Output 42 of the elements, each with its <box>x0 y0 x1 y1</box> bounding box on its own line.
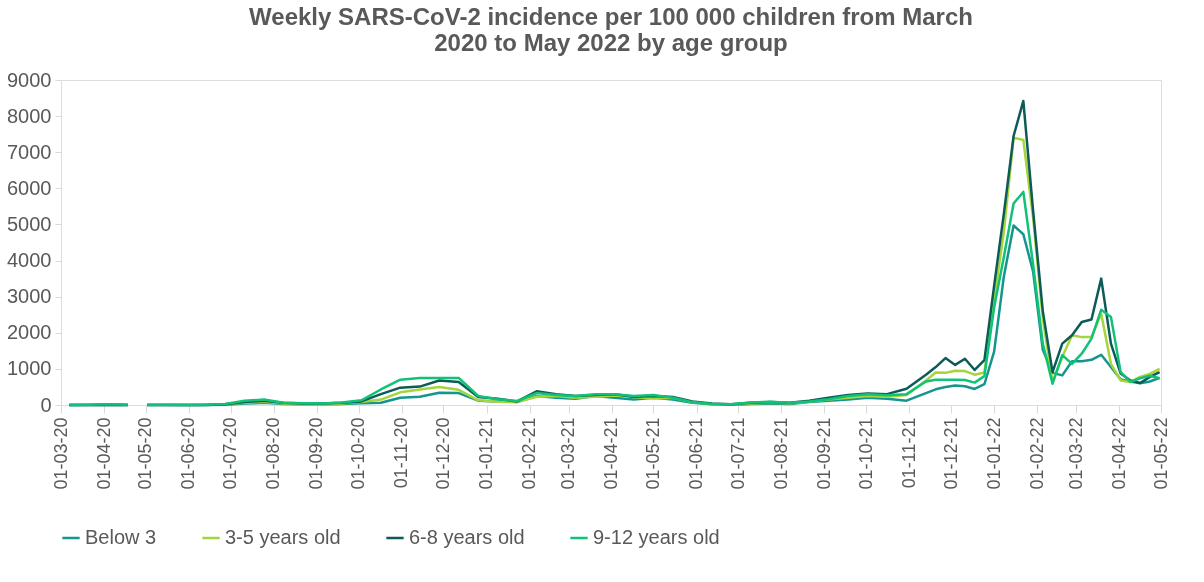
x-tick-label: 01-05-22 <box>1150 417 1171 490</box>
x-tick-label: 01-07-21 <box>727 417 748 490</box>
y-tick-label: 8000 <box>7 104 52 127</box>
legend-label: 9-12 years old <box>593 526 720 548</box>
x-tick-label: 01-02-22 <box>1026 417 1047 490</box>
y-tick-label: 1000 <box>7 357 52 380</box>
y-tick-label: 6000 <box>7 176 52 199</box>
x-tick-label: 01-06-21 <box>686 417 707 490</box>
x-tick-label: 01-11-20 <box>391 417 412 489</box>
y-tick-label: 5000 <box>7 212 52 235</box>
x-tick-label: 01-03-21 <box>558 417 579 490</box>
y-tick-label: 4000 <box>7 249 52 272</box>
y-tick-label: 7000 <box>7 140 52 163</box>
legend-label: 6-8 years old <box>409 526 525 548</box>
x-tick-label: 01-09-21 <box>813 417 834 490</box>
y-tick-label: 2000 <box>7 321 52 344</box>
x-tick-label: 01-06-20 <box>178 417 199 490</box>
x-tick-label: 01-10-21 <box>855 417 876 490</box>
x-tick-label: 01-01-21 <box>476 417 497 490</box>
legend-label: 3-5 years old <box>225 526 341 548</box>
y-tick-label: 0 <box>40 393 52 416</box>
x-tick-label: 01-10-20 <box>348 417 369 490</box>
x-tick-label: 01-09-20 <box>306 417 327 490</box>
x-tick-label: 01-04-22 <box>1108 417 1129 490</box>
x-tick-label: 01-02-21 <box>519 417 540 490</box>
x-tick-label: 01-04-20 <box>93 417 114 490</box>
y-tick-label: 9000 <box>7 68 52 91</box>
y-tick-label: 3000 <box>7 285 52 308</box>
legend-label: Below 3 <box>85 526 157 548</box>
x-tick-label: 01-05-21 <box>642 417 663 490</box>
x-tick-label: 01-01-22 <box>983 417 1004 490</box>
x-tick-label: 01-08-21 <box>770 417 791 490</box>
x-tick-label: 01-04-21 <box>601 417 622 490</box>
x-tick-label: 01-05-20 <box>135 417 156 490</box>
x-tick-label: 01-03-20 <box>50 417 71 490</box>
x-tick-label: 01-12-21 <box>940 417 961 490</box>
x-tick-label: 01-12-20 <box>432 417 453 490</box>
x-tick-label: 01-03-22 <box>1065 417 1086 490</box>
x-tick-label: 01-08-20 <box>263 417 284 490</box>
chart-title: Weekly SARS-CoV-2 incidence per 100 000 children from March 2020 to May 2022 by age group <box>249 3 973 56</box>
x-tick-label: 01-07-20 <box>220 417 241 490</box>
x-tick-label: 01-11-21 <box>898 417 919 489</box>
